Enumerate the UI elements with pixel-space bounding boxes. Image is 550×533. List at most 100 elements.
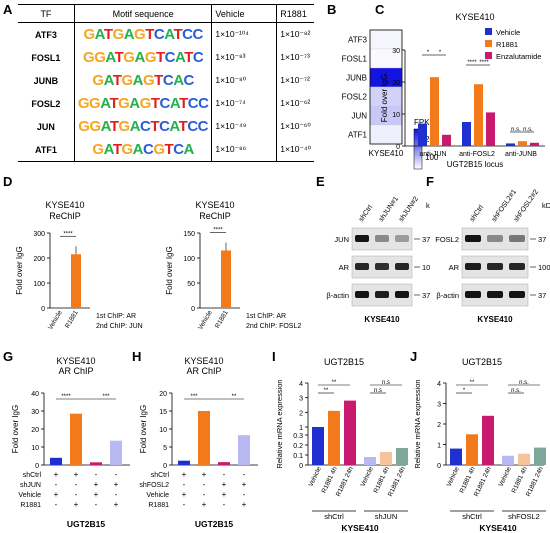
chart-subtitle: ReChIP (199, 211, 231, 221)
motif-tf: ATF3 (35, 29, 57, 40)
legend-label: R1881 (496, 40, 518, 49)
condition-mark: + (222, 480, 227, 489)
pvalue-r1881: 1×10⁻⁶² (276, 92, 314, 115)
significance-label: *** (102, 394, 110, 400)
legend-title: FPKM (414, 118, 437, 127)
condition-mark: - (95, 470, 98, 479)
marker-label: 100 (538, 263, 550, 272)
condition-mark: + (202, 470, 207, 479)
x-category-label: anti-JUNB (505, 151, 537, 158)
chart-subtitle: AR ChIP (58, 366, 93, 376)
significance-label: n.s. (511, 388, 521, 394)
significance-label: * (439, 50, 442, 56)
condition-mark: - (183, 480, 186, 489)
condition-mark: + (242, 500, 247, 509)
motif-tf: FOSL2 (31, 98, 61, 109)
y-tick-label: 0 (437, 463, 441, 470)
significance-label: n.s (382, 380, 390, 386)
heatmap-row-label: FOSL2 (342, 93, 368, 102)
chart-title: KYSE410 (455, 12, 494, 22)
bar (466, 434, 478, 465)
panel-letter-d: D (3, 174, 13, 189)
blot-xlabel: KYSE410 (364, 315, 400, 324)
y-tick-label: 10 (392, 112, 400, 119)
bar (530, 142, 539, 146)
x-category-label: anti-FOSL2 (459, 151, 495, 158)
legend-swatch (485, 28, 492, 35)
pvalue-vehicle: 1×10⁻⁷⁴ (211, 92, 277, 115)
y-tick-label: 5 (163, 445, 167, 452)
y-tick-label: 20 (31, 427, 39, 434)
heatmap-row-label: ATF3 (348, 36, 368, 45)
condition-mark: + (182, 490, 187, 499)
y-tick-label: 20 (392, 80, 400, 87)
motif-sequence: GGATGACTCATCC (78, 118, 208, 135)
condition-label: Vehicle (146, 492, 169, 499)
group-label: shFOSL2 (508, 512, 540, 521)
pvalue-vehicle: 1×10⁻⁸⁰ (211, 69, 277, 92)
blot-band (487, 263, 503, 270)
bar (364, 457, 376, 465)
bar (312, 427, 324, 465)
chart-title: KYSE410 (45, 200, 84, 210)
header-r1881: R1881 (276, 4, 314, 23)
pvalue-vehicle: 1×10⁻⁸³ (211, 46, 277, 69)
condition-mark: - (75, 480, 78, 489)
bar (328, 410, 340, 465)
motif-row: JUNB GATGAGTCAC 1×10⁻⁸⁰ 1×10⁻⁷² (18, 69, 314, 92)
significance-label: * (463, 388, 466, 394)
lane-label: shCtrl (358, 204, 374, 223)
condition-mark: - (115, 470, 118, 479)
motif-logo: GGATGAGTCATCC (73, 92, 212, 115)
marker-label: 100 (422, 263, 430, 272)
heatmap-xlabel: KYSE410 (369, 149, 404, 158)
panel-letter-a: A (3, 2, 13, 17)
motif-logo: GGATGACTCATCC (73, 115, 212, 138)
y-axis-label: Fold over IgG (139, 405, 148, 453)
blot-row-label: FOSL2 (435, 235, 459, 244)
y-axis-label: Relative mRNA expression (413, 379, 422, 468)
condition-mark: - (75, 490, 78, 499)
blot-row-label: AR (339, 263, 350, 272)
condition-mark: - (55, 480, 58, 489)
y-tick-label: 0 (41, 306, 45, 313)
condition-mark: + (114, 480, 119, 489)
y-tick-label: 0 (299, 463, 303, 470)
motif-sequence: GATGAGTCATCC (83, 26, 203, 43)
y-tick-label: 100 (183, 256, 195, 263)
panel-letter-i: I (272, 349, 276, 364)
significance-label: **** (63, 231, 73, 237)
x-category-label: R1881 (214, 309, 230, 329)
y-axis-label: Fold over IgG (165, 246, 174, 294)
bar (178, 460, 190, 465)
significance-label: ** (324, 388, 329, 394)
condition-label: Vehicle (18, 492, 41, 499)
marker-label: 37 (422, 291, 430, 300)
pvalue-r1881: 1×10⁻⁸² (276, 22, 314, 46)
motif-tf: JUN (36, 121, 55, 132)
blot-band (375, 263, 389, 270)
blot-band (487, 235, 503, 242)
bar (238, 435, 250, 465)
condition-mark: + (94, 480, 99, 489)
marker-label: 37 (538, 291, 546, 300)
condition-mark: - (223, 500, 226, 509)
chart-subtitle: AR ChIP (186, 366, 221, 376)
pvalue-r1881: 1×10⁻⁷² (276, 69, 314, 92)
motif-sequence: GGATGAGTCATC (83, 49, 204, 66)
bar (518, 453, 530, 465)
x-category-label: anti-JUN (419, 151, 446, 158)
pvalue-r1881: 1×10⁻⁶⁰ (276, 115, 314, 138)
chart-title: UGT2B15 (462, 357, 502, 367)
chart-i: UGT2B15 0 0.1 0.2 0.31 2 3 4 Relative mRNA expre… (275, 357, 408, 533)
y-tick-label: 30 (31, 409, 39, 416)
y-tick-label: 20 (159, 391, 167, 398)
motif-sequence: GATGAGTCAC (92, 72, 194, 89)
y-tick-label: 0.3 (293, 433, 303, 440)
blot-band (395, 235, 409, 242)
y-tick-label: 0.2 (293, 443, 303, 450)
heatmap-row-label: JUNB (346, 74, 367, 83)
